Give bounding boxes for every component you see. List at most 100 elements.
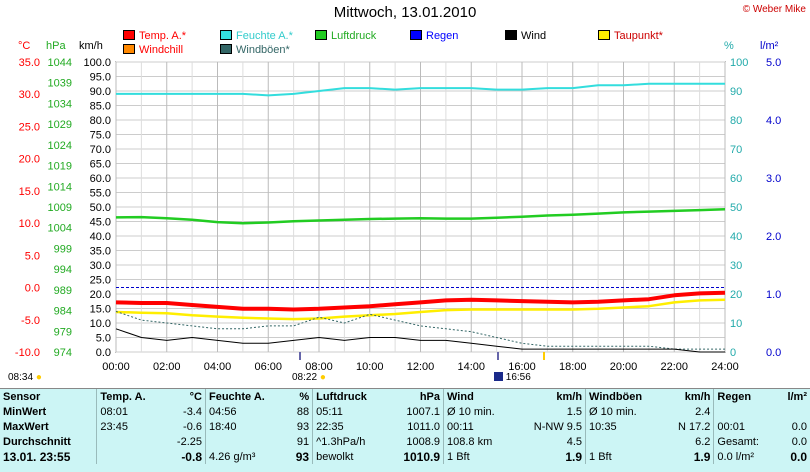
summary-cell: 0.0 xyxy=(790,449,807,464)
summary-cell: 13.01. 23:55 xyxy=(3,449,71,464)
rain-axis-tick: 3.0 xyxy=(766,173,781,185)
summary-cell: 4.5 xyxy=(566,435,583,448)
legend-swatch xyxy=(410,30,422,40)
summary-cell: 00:01 xyxy=(713,419,777,434)
summary-cell: MinWert xyxy=(3,405,47,418)
summary-cell: 4.26 g/m³ xyxy=(204,449,287,464)
wind-axis-tick: 5.0 xyxy=(96,333,111,345)
legend-label: Luftdruck xyxy=(331,30,377,42)
x-axis-tick: 20:00 xyxy=(610,361,638,373)
summary-cell: 05:11 xyxy=(312,404,388,419)
summary-cell: 0.0 xyxy=(791,420,807,433)
summary-header-row: Sensor Temp. A. °C Feuchte A. % Luftdruc… xyxy=(0,389,810,404)
legend-item: Regen xyxy=(410,30,458,42)
wind-axis-tick: 45.0 xyxy=(90,217,111,229)
wind-axis-tick: 20.0 xyxy=(90,289,111,301)
summary-cell xyxy=(713,404,777,419)
summary-cell: -3.4 xyxy=(183,405,202,418)
summary-cell: 0.0 l/m² xyxy=(713,449,777,464)
legend-item: Taupunkt* xyxy=(598,30,663,42)
page-title: Mittwoch, 13.01.2010 xyxy=(333,4,477,21)
humidity-axis-tick: 20 xyxy=(730,289,742,301)
summary-cell xyxy=(96,449,165,464)
temp-axis-unit: °C xyxy=(18,40,31,52)
humidity-axis-tick: 90 xyxy=(730,86,742,98)
summary-header: hPa xyxy=(419,390,441,403)
legend-item: Temp. A.* xyxy=(123,30,186,42)
summary-header: km/h xyxy=(556,390,583,403)
summary-cell: -0.6 xyxy=(183,420,202,433)
summary-header: km/h xyxy=(684,390,711,403)
summary-row-min: MinWert 08:01 -3.4 04:56 88 05:11 1007.1… xyxy=(0,404,810,419)
temp-axis-tick: 10.0 xyxy=(19,218,40,230)
summary-cell: 1 Bft xyxy=(585,449,664,464)
humidity-axis-tick: 10 xyxy=(730,318,742,330)
rain-axis-tick: 4.0 xyxy=(766,115,781,127)
temp-axis-tick: 20.0 xyxy=(19,154,40,166)
summary-cell: 88 xyxy=(296,405,310,418)
summary-header: Luftdruck xyxy=(312,389,388,404)
series-line-taupunkt xyxy=(115,298,726,321)
summary-row-max: MaxWert 23:45 -0.6 18:40 93 22:35 1011.0… xyxy=(0,419,810,434)
summary-cell: 1010.9 xyxy=(403,449,441,464)
summary-cell: 0.0 xyxy=(791,435,807,448)
legend-label: Wind xyxy=(521,30,547,42)
pressure-axis-tick: 979 xyxy=(54,326,72,338)
summary-table: Sensor Temp. A. °C Feuchte A. % Luftdruc… xyxy=(0,388,810,472)
legend-label: Taupunkt* xyxy=(614,30,663,42)
pressure-axis-tick: 1009 xyxy=(48,202,72,214)
summary-cell: 6.2 xyxy=(695,435,711,448)
legend-item: Luftdruck xyxy=(315,30,376,42)
summary-header: % xyxy=(299,390,310,403)
humidity-axis-tick: 50 xyxy=(730,202,742,214)
legend-swatch xyxy=(598,30,610,40)
summary-cell: -2.25 xyxy=(176,435,202,448)
x-axis-tick: 14:00 xyxy=(457,361,485,373)
legend-label: Windböen* xyxy=(236,44,290,56)
summary-cell: 1008.9 xyxy=(406,435,441,448)
sunrise-time: 08:34 xyxy=(8,372,34,383)
summary-cell: Ø 10 min. xyxy=(443,404,515,419)
summary-cell xyxy=(777,404,810,419)
x-axis-tick: 10:00 xyxy=(356,361,384,373)
legend-item: Windchill xyxy=(123,44,183,56)
wind-axis-tick: 95.0 xyxy=(90,72,111,84)
summary-cell: 1 Bft xyxy=(443,449,515,464)
summary-cell: 08:01 xyxy=(96,404,165,419)
pressure-axis-tick: 974 xyxy=(54,347,72,359)
legend-swatch xyxy=(505,30,517,40)
moon-icon xyxy=(494,372,503,381)
summary-cell: 108.8 km xyxy=(443,434,515,449)
x-axis-tick: 04:00 xyxy=(204,361,232,373)
humidity-axis-tick: 60 xyxy=(730,173,742,185)
x-axis-tick: 16:00 xyxy=(508,361,536,373)
summary-header: Sensor xyxy=(3,390,41,403)
summary-cell: 1011.0 xyxy=(407,420,441,433)
sunrise-marker: 08:34 ● xyxy=(8,372,42,383)
sun-icon: ● xyxy=(319,372,326,383)
humidity-axis-tick: 80 xyxy=(730,115,742,127)
x-axis-tick: 02:00 xyxy=(153,361,181,373)
summary-header: Wind xyxy=(443,389,515,404)
summary-cell: 93 xyxy=(295,449,310,464)
wind-axis-tick: 70.0 xyxy=(90,144,111,156)
temp-axis-tick: 15.0 xyxy=(19,186,40,198)
summary-cell: 1007.1 xyxy=(406,405,441,418)
x-axis-tick: 08:00 xyxy=(305,361,333,373)
summary-cell: Gesamt: xyxy=(713,434,777,449)
legend-swatch xyxy=(220,30,232,40)
x-axis-tick: 12:00 xyxy=(407,361,435,373)
x-axis-tick: 00:00 xyxy=(102,361,130,373)
summary-cell: 00:11 xyxy=(443,419,515,434)
summary-header: l/m² xyxy=(787,390,807,403)
wind-axis-tick: 50.0 xyxy=(90,202,111,214)
summary-cell: ^1.3hPa/h xyxy=(312,434,388,449)
summary-cell: 10:35 xyxy=(585,419,664,434)
rain-axis-tick: 5.0 xyxy=(766,57,781,69)
summary-cell xyxy=(96,434,165,449)
legend-swatch xyxy=(123,44,135,54)
summary-header: Temp. A. xyxy=(96,389,165,404)
rain-axis-tick: 2.0 xyxy=(766,231,781,243)
pressure-axis-tick: 999 xyxy=(54,243,72,255)
summary-cell: 23:45 xyxy=(96,419,165,434)
